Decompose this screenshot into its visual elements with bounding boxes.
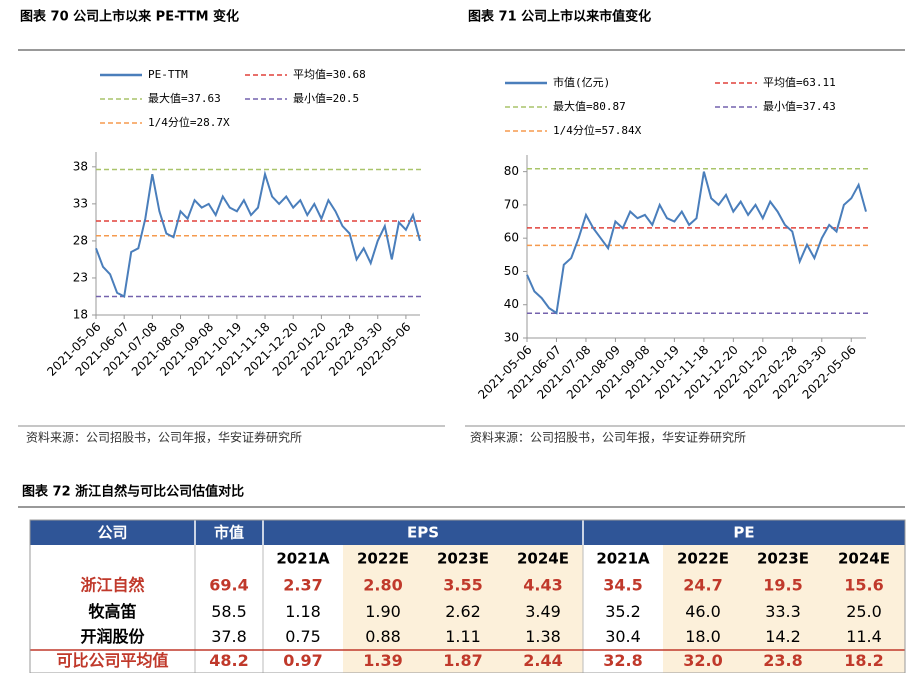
table-header: PE [733,524,754,542]
table-header: 公司 [97,524,127,542]
legend-label: 最小值=37.43 [763,100,836,113]
figure-title: 图表 71 公司上市以来市值变化 [468,9,651,25]
table-cell: 浙江自然 [80,576,144,595]
legend-label: PE-TTM [148,68,188,81]
table-subheader: 2022E [357,550,409,568]
table-cell: 37.8 [211,627,247,646]
highlight-bg [663,545,743,673]
y-tick-label: 18 [73,308,88,322]
y-tick-label: 28 [73,233,88,247]
highlight-bg [343,545,423,673]
table-title: 图表 72 浙江自然与可比公司估值对比 [22,484,244,500]
legend-label: 最小值=20.5 [293,92,359,105]
y-tick-label: 70 [504,197,519,211]
legend-label: 1/4分位=28.7X [148,115,230,129]
table-cell: 1.90 [365,602,401,621]
table-subheader: 2024E [838,550,890,568]
table-cell: 15.6 [844,576,883,595]
table-cell: 35.2 [605,602,641,621]
table-header-bg [30,520,905,545]
legend-label: 市值(亿元) [553,75,610,89]
table-cell: 46.0 [685,602,721,621]
table-header: EPS [407,524,439,542]
highlight-bg [823,545,905,673]
table-cell: 4.43 [523,576,562,595]
table-cell: 33.3 [765,602,801,621]
legend-label: 平均值=30.68 [293,68,366,81]
y-tick-label: 38 [73,159,88,173]
source: 资料来源：公司招股书，公司年报，华安证券研究所 [26,430,302,445]
highlight-bg [423,545,503,673]
table-subheader: 2021A [276,550,330,568]
table-cell: 25.0 [846,602,882,621]
table-cell: 2.80 [363,576,402,595]
table-cell: 牧高笛 [88,602,136,621]
legend-label: 最大值=80.87 [553,99,626,113]
table-cell: 3.49 [525,602,561,621]
y-tick-label: 40 [504,297,519,311]
table-cell: 1.38 [525,627,561,646]
table-cell: 48.2 [209,651,248,670]
table-cell: 18.0 [685,627,721,646]
table-cell: 2.44 [523,651,562,670]
table-cell: 18.2 [844,651,883,670]
table-cell: 30.4 [605,627,641,646]
legend-label: 最大值=37.63 [148,91,221,105]
table-subheader: 2023E [757,550,809,568]
table-cell: 2.37 [283,576,322,595]
table-subheader: 2024E [517,550,569,568]
table-subheader: 2023E [437,550,489,568]
table-cell: 0.75 [285,627,321,646]
table-cell: 开润股份 [80,627,145,646]
table-cell: 1.11 [445,627,481,646]
y-tick-label: 30 [504,331,519,345]
table-cell: 1.18 [285,602,321,621]
highlight-bg [503,545,583,673]
y-tick-label: 23 [73,270,88,284]
table-cell: 19.5 [763,576,802,595]
y-tick-label: 33 [73,196,88,210]
table-cell: 32.0 [683,651,722,670]
legend-label: 平均值=63.11 [763,76,836,89]
table-cell: 1.39 [363,651,402,670]
figure-title: 图表 70 公司上市以来 PE-TTM 变化 [20,9,239,25]
table-cell: 0.97 [283,651,322,670]
table-subheader: 2021A [596,550,650,568]
data-line [95,170,421,299]
data-line [526,171,867,315]
table-cell: 0.88 [365,627,401,646]
table-cell: 32.8 [603,651,642,670]
table-subheader: 2022E [677,550,729,568]
table-cell: 11.4 [846,627,882,646]
table-cell: 24.7 [683,576,722,595]
table-cell: 14.2 [765,627,801,646]
table-cell: 23.8 [763,651,802,670]
table-cell: 58.5 [211,602,247,621]
table-cell: 可比公司平均值 [56,651,168,670]
table-cell: 69.4 [209,576,248,595]
table-header: 市值 [214,524,244,542]
y-tick-label: 50 [504,264,519,278]
table-cell: 1.87 [443,651,482,670]
table-cell: 3.55 [443,576,482,595]
y-tick-label: 80 [504,164,519,178]
legend-label: 1/4分位=57.84X [553,123,642,137]
table-border [29,519,906,673]
y-tick-label: 60 [504,231,519,245]
table-cell: 34.5 [603,576,642,595]
highlight-bg [743,545,823,673]
table-cell: 2.62 [445,602,481,621]
source: 资料来源：公司招股书，公司年报，华安证券研究所 [470,430,746,445]
